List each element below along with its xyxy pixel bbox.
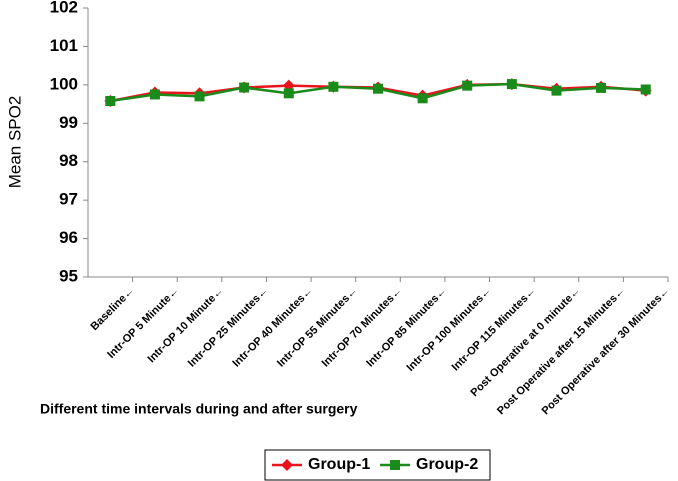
data-point (506, 79, 517, 90)
legend-label: Group-1 (308, 456, 370, 473)
y-tick-label: 101 (50, 36, 78, 55)
y-axis-label: Mean SPO2 (5, 96, 24, 189)
data-point (149, 89, 160, 100)
x-tick-label: Intr-OP 40 Minutes← (230, 285, 315, 370)
x-tick-label: Intr-OP 10 Minute← (146, 285, 227, 366)
x-tick-label: Intr-OP 115 Minutes← (450, 285, 539, 374)
data-point (596, 82, 607, 93)
legend-marker (281, 459, 293, 471)
data-point (640, 84, 651, 95)
data-point (551, 85, 562, 96)
data-point (373, 83, 383, 94)
data-point (328, 81, 339, 92)
x-tick-label: Baseline← (89, 285, 137, 333)
y-tick-label: 96 (59, 228, 78, 247)
legend-box (264, 449, 491, 481)
x-tick-label: Intr-OP 85 Minutes← (364, 285, 449, 370)
y-tick-label: 98 (59, 151, 78, 170)
y-tick-label: 99 (59, 113, 78, 132)
x-tick-label: Intr-OP 100 Minutes← (405, 285, 494, 374)
legend-label: Group-2 (416, 456, 478, 473)
legend-marker (390, 460, 400, 470)
x-tick-label: Intr-OP 25 Minutes← (186, 285, 271, 370)
data-point (462, 80, 473, 91)
data-point (239, 82, 250, 93)
x-axis-label: Different time intervals during and afte… (40, 401, 358, 417)
y-tick-label: 102 (50, 0, 78, 16)
data-point (283, 88, 294, 99)
y-tick-label: 97 (59, 190, 78, 209)
data-point (105, 95, 116, 106)
x-tick-label: Intr-OP 55 Minutes← (275, 285, 360, 370)
data-point (194, 91, 205, 102)
y-tick-label: 95 (59, 266, 78, 285)
data-point (417, 93, 428, 104)
x-tick-label: Intr-OP 70 Minutes← (320, 285, 405, 370)
y-tick-label: 100 (50, 74, 78, 93)
